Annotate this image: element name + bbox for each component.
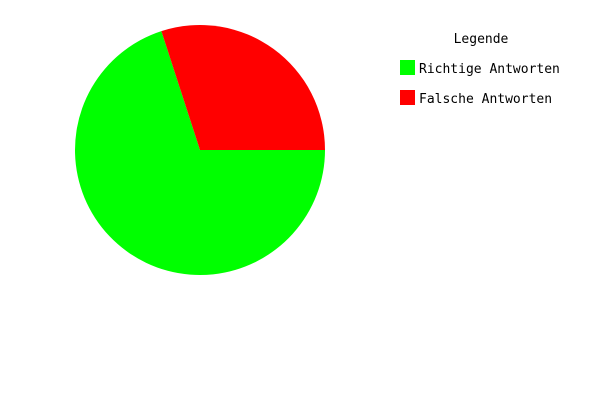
pie-slice-0 [75,31,325,275]
legend-item-1: Falsche Antworten [400,90,552,107]
legend-label-falsche: Falsche Antworten [419,92,552,107]
legend-item-0: Richtige Antworten [400,60,560,77]
legend-swatch-richtige [400,60,415,75]
legend-label-richtige: Richtige Antworten [419,62,560,77]
pie-slice-1 [161,25,325,151]
legend-title: Legende [454,32,509,47]
pie-slices [75,25,325,275]
legend: Legende Richtige Antworten Falsche Antwo… [400,32,560,107]
legend-swatch-falsche [400,90,415,105]
